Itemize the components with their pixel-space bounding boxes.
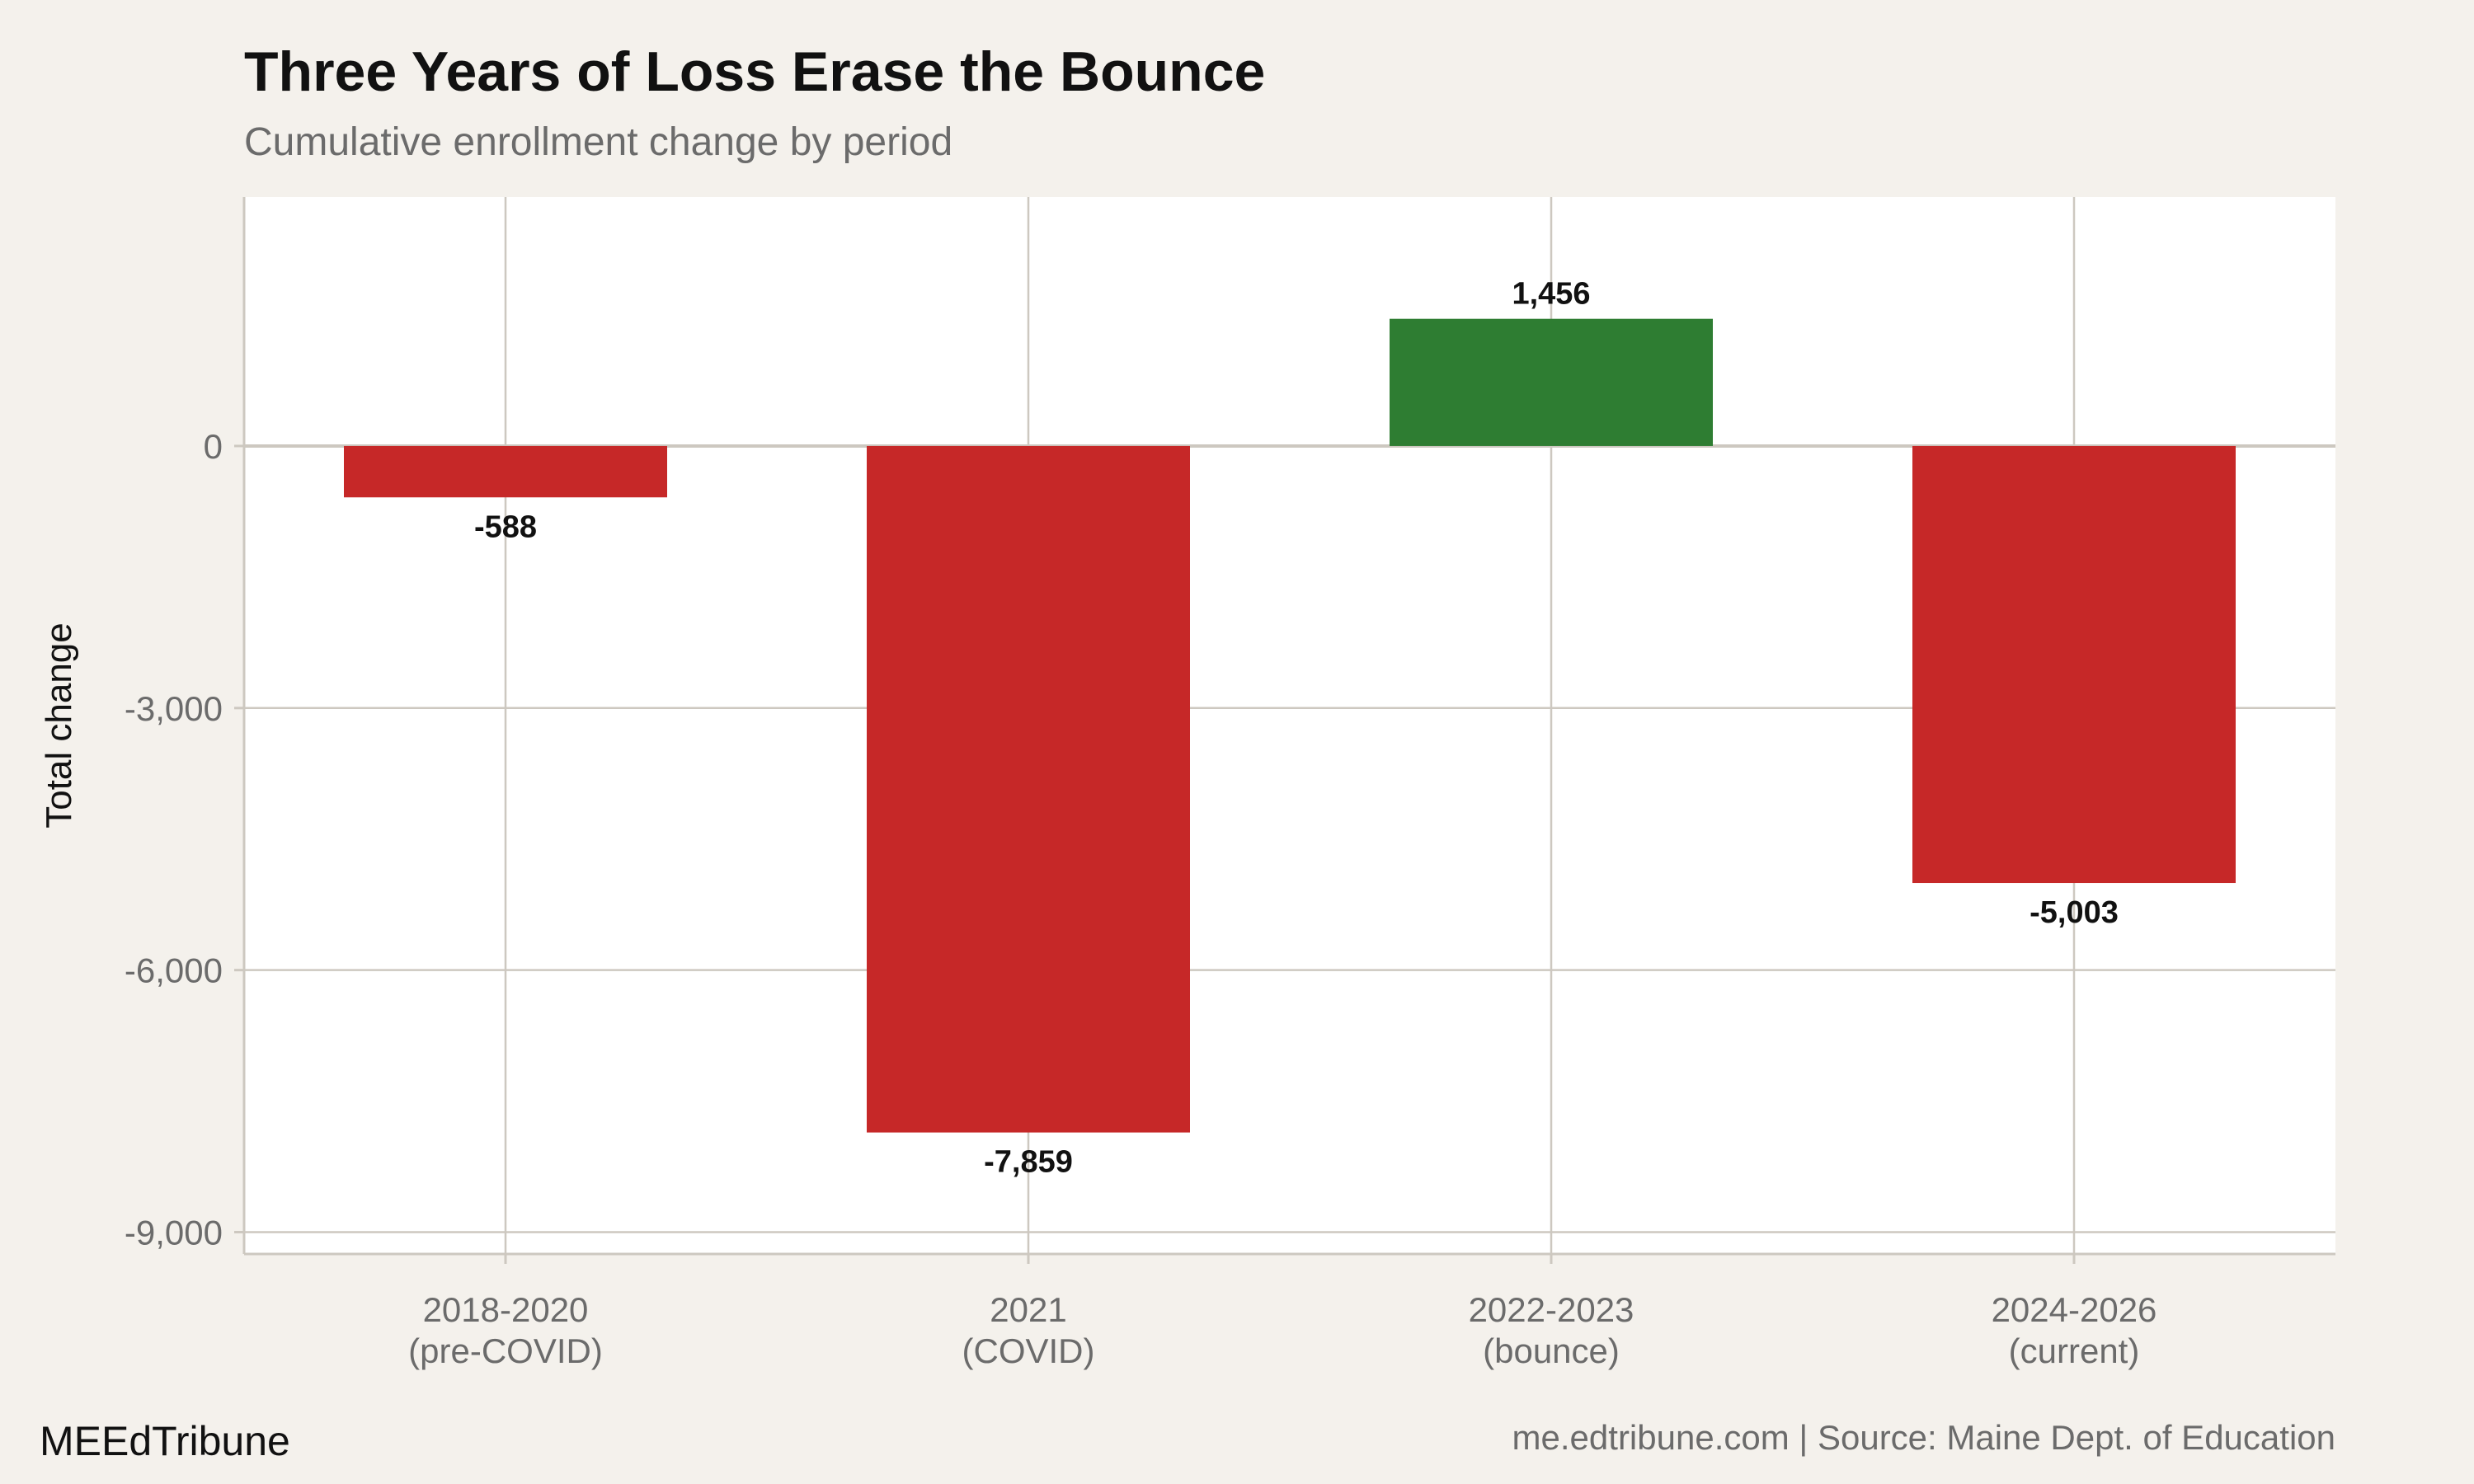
y-tick-label: -3,000 — [125, 689, 223, 728]
data-label: 1,456 — [1512, 277, 1590, 312]
x-tick-sublabel: (pre-COVID) — [408, 1331, 603, 1370]
x-tick-sublabel: (bounce) — [1483, 1331, 1620, 1370]
x-tick-sublabel: (current) — [2009, 1331, 2140, 1370]
x-tick-label: 2021 — [990, 1290, 1066, 1329]
chart-subtitle: Cumulative enrollment change by period — [244, 120, 952, 164]
data-label: -7,859 — [984, 1145, 1073, 1180]
x-tick-label: 2018-2020 — [423, 1290, 589, 1329]
x-tick-sublabel: (COVID) — [962, 1331, 1095, 1370]
y-axis-label: Total change — [39, 622, 79, 829]
brand-logo-text: MEEdTribune — [40, 1418, 290, 1464]
bar — [344, 445, 667, 498]
y-tick-label: -6,000 — [125, 951, 223, 990]
source-caption: me.edtribune.com | Source: Maine Dept. o… — [1512, 1418, 2335, 1457]
bar — [1390, 318, 1713, 446]
y-tick-label: -9,000 — [125, 1214, 223, 1252]
bar — [1912, 445, 2236, 884]
x-tick-label: 2024-2026 — [1992, 1290, 2157, 1329]
data-label: -588 — [474, 510, 537, 544]
chart-title: Three Years of Loss Erase the Bounce — [244, 40, 1265, 103]
y-tick-label: 0 — [204, 427, 223, 466]
x-tick-label: 2022-2023 — [1469, 1290, 1634, 1329]
data-label: -5,003 — [2030, 895, 2119, 930]
bar — [867, 445, 1190, 1133]
